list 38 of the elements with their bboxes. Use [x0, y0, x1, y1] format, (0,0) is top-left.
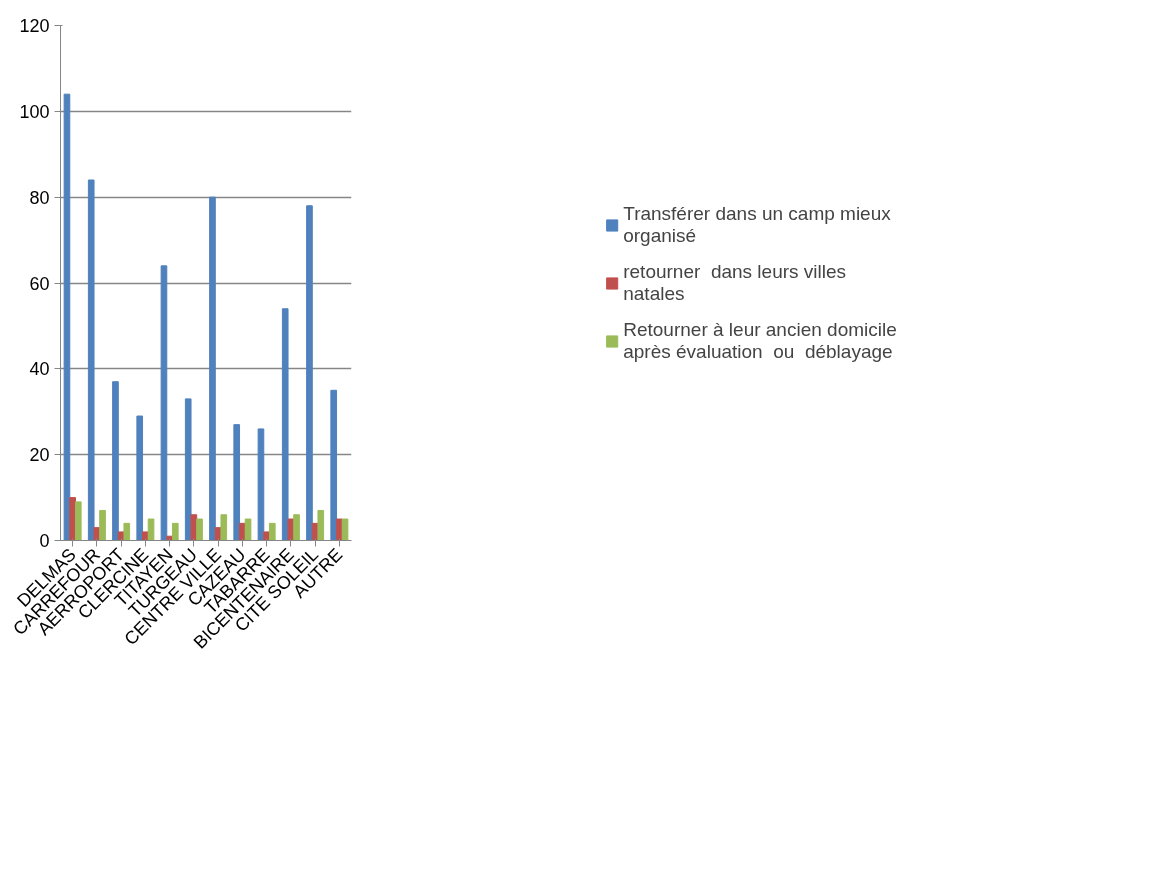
bar: [287, 518, 295, 541]
bar: [184, 398, 192, 541]
y-tick-label: 40: [29, 359, 50, 380]
y-tick-label: 120: [19, 16, 50, 36]
y-tick-label: 60: [29, 273, 50, 294]
bar: [99, 509, 106, 541]
bar: [336, 518, 343, 541]
bar: [233, 424, 241, 541]
bar: [87, 179, 95, 541]
bar: [317, 509, 325, 541]
bar: [293, 514, 300, 541]
bar: [209, 196, 216, 541]
bar: [112, 381, 119, 541]
legend-label: retourner dans leurs villes natales: [623, 260, 847, 305]
bar: [160, 265, 168, 541]
bar: [136, 415, 144, 541]
legend-label: Transférer dans un camp mieux organisé: [623, 202, 891, 247]
legend-label: Retourner à leur ancien domicile après évaluation ou déblayage: [623, 318, 897, 363]
bar: [306, 205, 313, 541]
bar: [69, 497, 76, 541]
y-tick-label: 100: [19, 101, 50, 122]
bar: [220, 514, 228, 541]
bar: [257, 428, 265, 541]
bar: [123, 522, 131, 541]
bar: [74, 501, 82, 541]
bar: [147, 518, 155, 541]
bar: [281, 308, 289, 541]
bar: [63, 93, 71, 541]
bar: [268, 522, 276, 541]
bar: [341, 518, 349, 541]
bar: [190, 514, 198, 541]
bar: [171, 522, 179, 541]
y-tick-label: 20: [29, 445, 50, 466]
y-tick-label: 0: [39, 531, 50, 551]
bar: [244, 518, 252, 541]
bar: [330, 389, 338, 541]
bar: [196, 518, 203, 541]
y-tick-label: 80: [29, 187, 50, 208]
